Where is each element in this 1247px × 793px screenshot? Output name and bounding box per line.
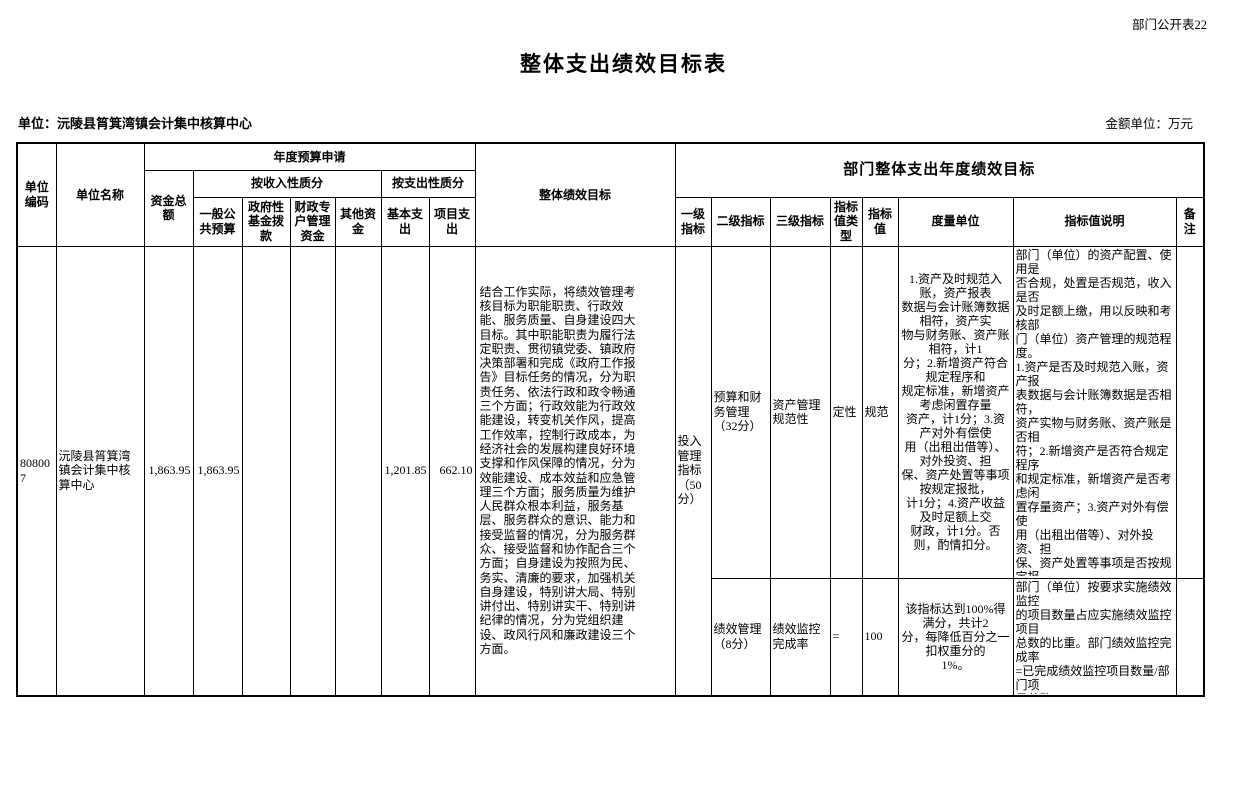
header-level3-indicator: 三级指标 [769, 196, 831, 247]
measure-unit-text: 该指标达到100%得满分，共计2 分，每降低百分之一扣权重分的 1%。 [901, 601, 1010, 672]
performance-target-table: 单位编码 单位名称 年度预算申请 整体绩效目标 部门整体支出年度绩效目标 资金总… [16, 142, 1206, 697]
header-measure-unit: 度量单位 [897, 196, 1014, 247]
header-indicator-value-type: 指标值类型 [829, 196, 863, 247]
header-remark: 备注 [1175, 196, 1205, 247]
header-indicator-value: 指标值 [861, 196, 899, 247]
cell-level1-indicator: 投入管理指标（50分） [674, 245, 712, 696]
doc-number-label: 部门公开表22 [1131, 18, 1207, 32]
header-by-income-nature: 按收入性质分 [192, 169, 382, 198]
meta-row: 单位：沅陵县筲箕湾镇会计集中核算中心 金额单位：万元 [18, 113, 1193, 132]
cell-fiscal-account [289, 245, 336, 696]
header-project-expenditure: 项目支出 [428, 196, 476, 247]
header-level1-indicator: 一级指标 [674, 196, 712, 247]
header-fiscal-special-account: 财政专户管理资金 [289, 196, 336, 247]
cell-other-funds [334, 245, 382, 696]
indicator-value-desc-text: 部门（单位）按要求实施绩效监控 的项目数量占应实施绩效监控项目 总数的比重。部门… [1015, 579, 1172, 694]
header-unit-code: 单位编码 [16, 142, 57, 247]
header-overall-performance-target: 整体绩效目标 [474, 142, 676, 247]
cell-measure-unit: 该指标达到100%得满分，共计2 分，每降低百分之一扣权重分的 1%。 [897, 577, 1014, 696]
cell-gov-fund [241, 245, 291, 696]
cell-total-funds: 1,863.95 [143, 245, 194, 696]
header-general-public-budget: 一般公共预算 [192, 196, 243, 247]
cell-indicator-value: 规范 [861, 245, 899, 579]
header-annual-budget: 年度预算申请 [143, 142, 476, 171]
cell-general-public-budget: 1,863.95 [192, 245, 243, 696]
measure-unit-text: 1.资产及时规范入账，资产报表 数据与会计账簿数据相符，资产实 物与财务账、资产… [901, 272, 1010, 552]
header-level2-indicator: 二级指标 [710, 196, 771, 247]
header-by-expenditure-nature: 按支出性质分 [380, 169, 476, 198]
amount-unit-label: 金额单位：万元 [1105, 117, 1193, 131]
cell-overall-target: 结合工作实际，将绩效管理考核目标为职能职责、行政效能、服务质量、自身建设四大目标… [474, 245, 676, 696]
cell-level2-indicator: 预算和财务管理（32分） [710, 245, 771, 579]
cell-unit-code: 808007 [16, 245, 57, 696]
cell-indicator-value-type: = [829, 577, 863, 696]
unit-label: 单位：沅陵县筲箕湾镇会计集中核算中心 [18, 116, 253, 131]
cell-indicator-value: 100 [861, 577, 899, 696]
cell-indicator-value-desc: 部门（单位）的资产配置、使用是 否合规，处置是否规范，收入是否 及时足额上缴，用… [1012, 245, 1177, 579]
cell-indicator-value-desc: 部门（单位）按要求实施绩效监控 的项目数量占应实施绩效监控项目 总数的比重。部门… [1012, 577, 1177, 696]
header-gov-fund-allocation: 政府性基金拨款 [241, 196, 291, 247]
cell-remark [1175, 577, 1205, 696]
page-title: 整体支出绩效目标表 [520, 52, 727, 76]
cell-level3-indicator: 绩效监控完成率 [769, 577, 831, 696]
header-unit-name: 单位名称 [55, 142, 145, 247]
header-basic-expenditure: 基本支出 [380, 196, 430, 247]
header-total-funds: 资金总额 [143, 169, 194, 247]
cell-unit-name: 沅陵县筲箕湾镇会计集中核算中心 [55, 245, 145, 696]
cell-remark [1175, 245, 1205, 579]
cell-level2-indicator: 绩效管理（8分） [710, 577, 771, 696]
cell-project-expenditure: 662.10 [428, 245, 476, 696]
indicator-value-desc-text: 部门（单位）的资产配置、使用是 否合规，处置是否规范，收入是否 及时足额上缴，用… [1015, 248, 1172, 576]
header-dept-annual-performance-target: 部门整体支出年度绩效目标 [674, 142, 1205, 198]
cell-basic-expenditure: 1,201.85 [380, 245, 430, 696]
cell-measure-unit: 1.资产及时规范入账，资产报表 数据与会计账簿数据相符，资产实 物与财务账、资产… [897, 245, 1014, 579]
header-other-funds: 其他资金 [334, 196, 382, 247]
cell-level3-indicator: 资产管理规范性 [769, 245, 831, 579]
header-indicator-value-desc: 指标值说明 [1012, 196, 1177, 247]
cell-indicator-value-type: 定性 [829, 245, 863, 579]
